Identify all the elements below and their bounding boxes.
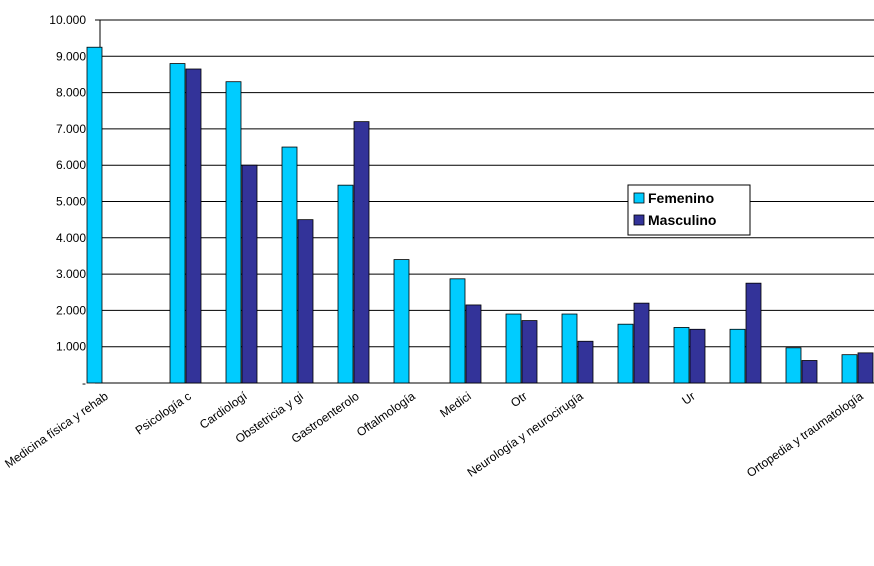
bar: [225, 81, 242, 384]
bar: [561, 313, 578, 384]
x-tick-label: Oftalmología: [354, 389, 418, 440]
bar: [785, 347, 802, 384]
bar: [393, 259, 410, 384]
x-tick-label: Ortopedia y traumatología: [744, 389, 866, 480]
legend-label: Femenino: [648, 190, 714, 206]
bar: [577, 340, 594, 384]
y-tick-label: 5.000: [56, 195, 86, 209]
bar: [505, 313, 522, 384]
y-tick-label: 8.000: [56, 86, 86, 100]
bar: [801, 360, 818, 384]
bar: [673, 327, 690, 384]
y-tick-label: 3.000: [56, 267, 86, 281]
bar: [841, 354, 858, 384]
y-tick-label: 2.000: [56, 303, 86, 317]
bar: [185, 68, 202, 384]
bar: [465, 304, 482, 384]
bar: [729, 328, 746, 384]
x-tick-label: Otr: [508, 389, 530, 410]
x-tick-label: Psicología c: [133, 389, 194, 438]
bar: [521, 320, 538, 384]
bar: [689, 328, 706, 384]
y-tick-label: 7.000: [56, 122, 86, 136]
bar: [169, 63, 186, 384]
x-tick-label: Medicina física y rehab: [2, 389, 111, 471]
y-tick-label: 10.000: [49, 13, 86, 27]
legend-box: [627, 184, 751, 236]
bar: [857, 352, 874, 384]
bar: [353, 121, 370, 384]
bar: [86, 46, 103, 384]
x-tick-label: Medici: [437, 389, 473, 420]
y-tick-label: -: [82, 376, 86, 390]
bar: [745, 282, 762, 384]
y-tick-label: 1.000: [56, 340, 86, 354]
bar: [633, 302, 650, 384]
x-tick-label: Cardiologí: [197, 389, 250, 432]
x-tick-label: Ur: [679, 389, 697, 408]
bar: [617, 323, 634, 384]
bar: [337, 184, 354, 384]
y-tick-label: 4.000: [56, 231, 86, 245]
legend-swatch: [633, 214, 645, 226]
legend-label: Masculino: [648, 212, 716, 228]
y-tick-label: 9.000: [56, 49, 86, 63]
bar: [281, 146, 298, 384]
legend-swatch: [633, 192, 645, 204]
bar: [297, 219, 314, 384]
y-tick-label: 6.000: [56, 158, 86, 172]
bar: [449, 278, 466, 384]
bar: [241, 164, 258, 384]
